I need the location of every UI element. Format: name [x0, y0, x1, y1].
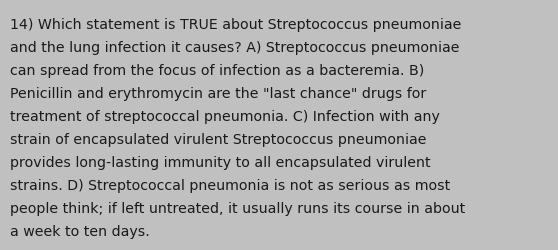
- Text: 14) Which statement is TRUE about Streptococcus pneumoniae: 14) Which statement is TRUE about Strept…: [10, 18, 461, 32]
- Text: provides long-lasting immunity to all encapsulated virulent: provides long-lasting immunity to all en…: [10, 156, 431, 170]
- Text: treatment of streptococcal pneumonia. C) Infection with any: treatment of streptococcal pneumonia. C)…: [10, 110, 440, 124]
- Text: can spread from the focus of infection as a bacteremia. B): can spread from the focus of infection a…: [10, 64, 424, 78]
- Text: Penicillin and erythromycin are the "last chance" drugs for: Penicillin and erythromycin are the "las…: [10, 86, 426, 101]
- Text: strains. D) Streptococcal pneumonia is not as serious as most: strains. D) Streptococcal pneumonia is n…: [10, 178, 450, 192]
- Text: a week to ten days.: a week to ten days.: [10, 224, 150, 238]
- Text: people think; if left untreated, it usually runs its course in about: people think; if left untreated, it usua…: [10, 202, 465, 215]
- Text: strain of encapsulated virulent Streptococcus pneumoniae: strain of encapsulated virulent Streptoc…: [10, 132, 426, 146]
- Text: and the lung infection it causes? A) Streptococcus pneumoniae: and the lung infection it causes? A) Str…: [10, 40, 460, 54]
